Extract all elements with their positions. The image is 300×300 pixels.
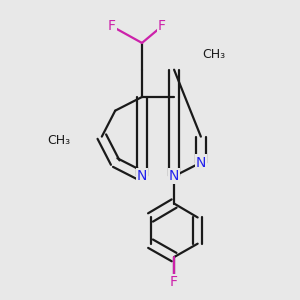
Text: F: F — [170, 275, 178, 290]
Text: F: F — [158, 19, 166, 33]
Text: CH₃: CH₃ — [47, 134, 70, 147]
Text: CH₃: CH₃ — [202, 48, 225, 61]
Text: N: N — [137, 169, 147, 183]
Text: N: N — [169, 169, 179, 183]
Text: F: F — [108, 19, 116, 33]
Text: N: N — [196, 156, 206, 170]
